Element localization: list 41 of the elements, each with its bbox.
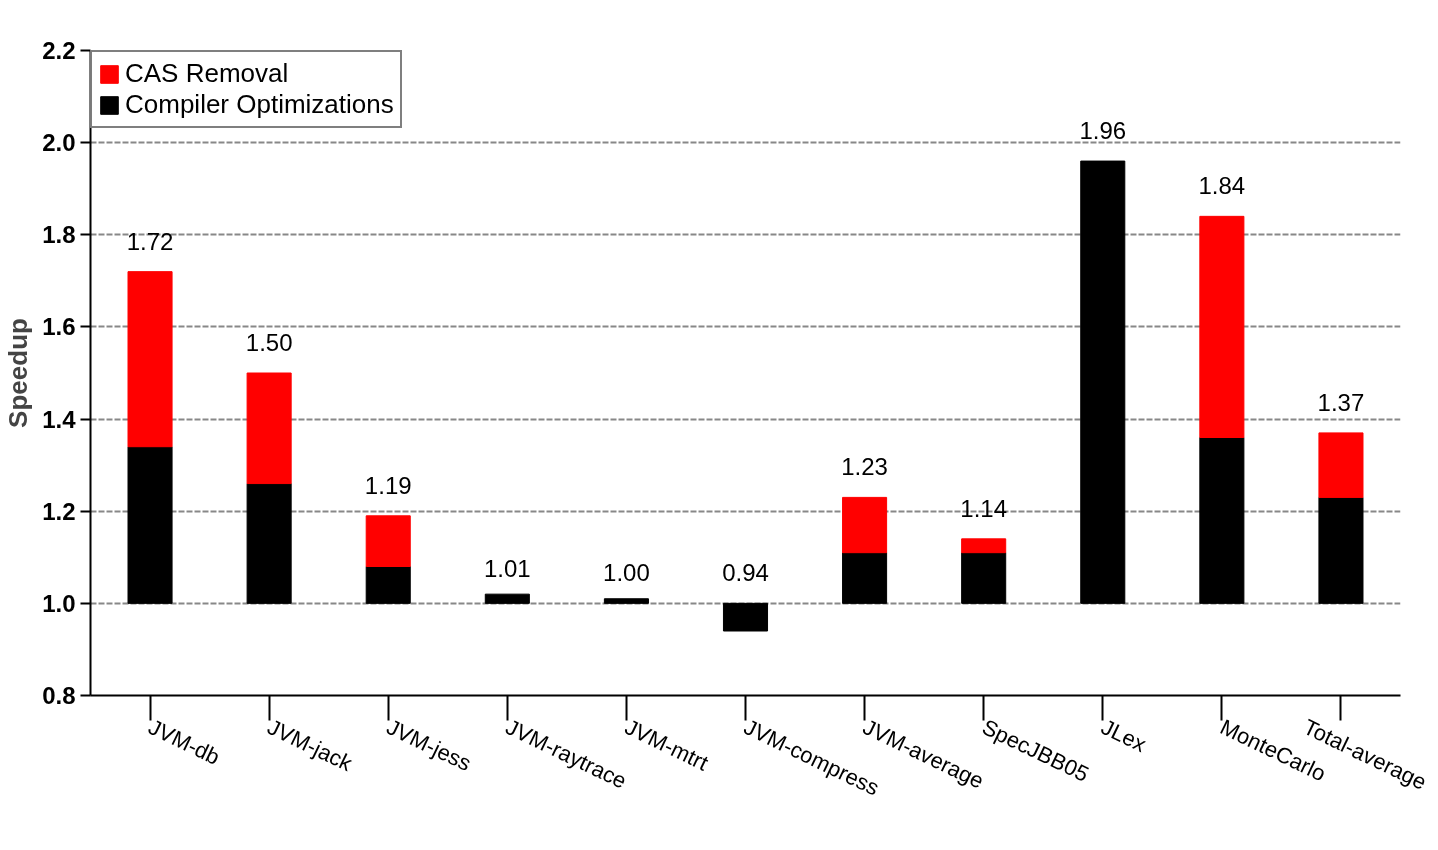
bar <box>842 552 888 604</box>
bar <box>961 538 1007 554</box>
bar <box>127 271 173 448</box>
bar <box>246 372 292 485</box>
y-axis-title: Speedup <box>3 318 34 428</box>
y-tick-label: 1.2 <box>42 497 76 525</box>
annotation: 1.96 <box>1079 117 1127 145</box>
annotation: 1.37 <box>1317 388 1365 416</box>
y-tick-label: 1.0 <box>42 589 76 617</box>
bar <box>484 593 530 604</box>
bar <box>1199 215 1245 438</box>
y-tick-label: 0.8 <box>42 682 76 709</box>
y-tick-label: 1.6 <box>42 313 76 341</box>
annotation: 1.00 <box>603 559 650 587</box>
bar <box>842 496 888 554</box>
y-tick-label: 2.2 <box>42 37 76 64</box>
y-tick-label: 2.0 <box>42 129 76 157</box>
bar <box>365 515 411 567</box>
bar <box>961 552 1007 604</box>
bar <box>1199 437 1245 604</box>
annotation: 1.19 <box>364 471 412 499</box>
bar <box>246 483 292 604</box>
bar <box>365 566 411 604</box>
annotation: 1.23 <box>841 453 888 481</box>
legend-label: Compiler Optimizations <box>125 89 394 120</box>
bar <box>1318 496 1364 604</box>
bar <box>722 602 769 632</box>
annotation: 1.72 <box>126 227 174 255</box>
y-tick-label: 1.8 <box>42 221 76 249</box>
annotation: 1.84 <box>1198 172 1246 200</box>
bar <box>1318 432 1364 498</box>
annotation: 0.94 <box>722 559 769 587</box>
x-tick-label: JLex <box>1097 714 1151 757</box>
annotation: 1.01 <box>483 554 531 582</box>
y-tick-label: 1.4 <box>42 405 77 433</box>
bar <box>603 598 649 604</box>
bar <box>1080 160 1126 604</box>
bar <box>127 446 173 604</box>
annotation: 1.50 <box>245 329 293 356</box>
legend-label: CAS Removal <box>125 58 289 89</box>
annotation: 1.14 <box>960 494 1008 522</box>
